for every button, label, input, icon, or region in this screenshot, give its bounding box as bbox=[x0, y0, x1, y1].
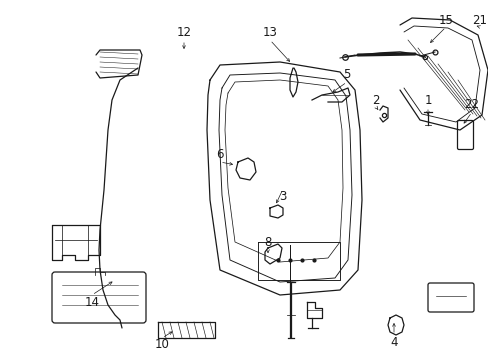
Text: 14: 14 bbox=[84, 296, 99, 309]
Text: 1: 1 bbox=[424, 94, 431, 107]
Text: 5: 5 bbox=[343, 68, 350, 81]
Text: 21: 21 bbox=[471, 13, 487, 27]
Text: 15: 15 bbox=[438, 13, 452, 27]
Text: 22: 22 bbox=[464, 99, 479, 112]
Text: 10: 10 bbox=[154, 338, 169, 351]
Text: 2: 2 bbox=[371, 94, 379, 107]
Text: 4: 4 bbox=[389, 336, 397, 348]
Text: 8: 8 bbox=[264, 235, 271, 248]
Text: 3: 3 bbox=[279, 189, 286, 202]
Text: 6: 6 bbox=[216, 148, 224, 162]
Text: 13: 13 bbox=[262, 27, 277, 40]
Text: 12: 12 bbox=[176, 27, 191, 40]
